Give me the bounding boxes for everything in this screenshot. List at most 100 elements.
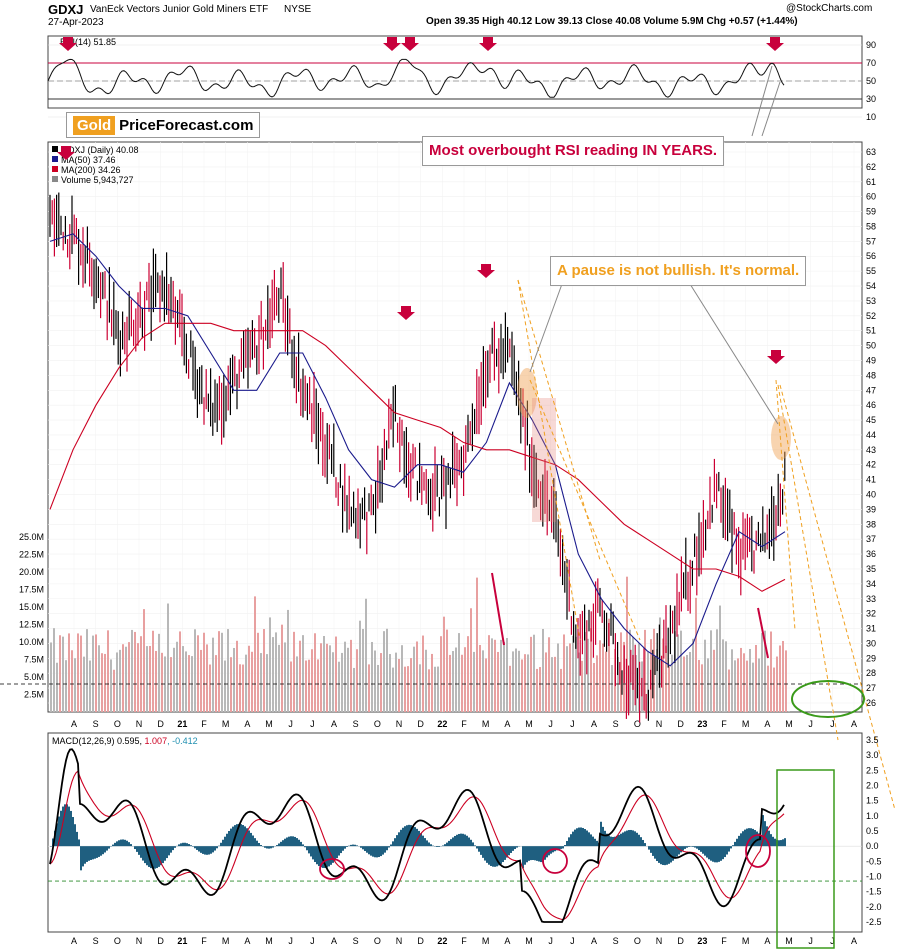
macd-histogram-bar: [338, 846, 340, 856]
volume-bar: [740, 647, 742, 712]
macd-histogram-bar: [740, 833, 742, 847]
volume-bar: [359, 620, 361, 712]
legend-swatch: [52, 156, 58, 162]
macd-histogram-bar: [168, 846, 170, 856]
macd-histogram-bar: [718, 846, 720, 862]
price-month-label: A: [851, 719, 857, 729]
macd-histogram-bar: [436, 846, 438, 847]
macd-histogram-bar: [160, 846, 162, 866]
macd-histogram-bar: [318, 846, 320, 867]
macd-histogram-bar: [372, 846, 374, 857]
projection-line: [779, 384, 896, 811]
macd-histogram-bar: [782, 839, 784, 847]
macd-histogram-bar: [432, 845, 434, 847]
macd-histogram-bar: [608, 835, 610, 847]
price-tick-label: 30: [866, 638, 876, 648]
macd-histogram-bar: [278, 843, 280, 847]
volume-bar: [587, 638, 589, 712]
macd-histogram-bar: [282, 840, 284, 847]
volume-bar: [473, 651, 475, 712]
macd-histogram-bar: [216, 846, 218, 849]
macd-histogram-bar: [74, 824, 76, 847]
macd-histogram-bar: [242, 825, 244, 847]
price-tick-label: 42: [866, 460, 876, 470]
volume-bar: [74, 658, 76, 712]
volume-bar: [365, 598, 367, 712]
target-circle: [791, 680, 865, 718]
price-tick-label: 52: [866, 311, 876, 321]
volume-bar: [593, 663, 595, 712]
volume-bar: [488, 635, 490, 712]
macd-histogram-bar: [682, 846, 684, 851]
price-month-label: A: [764, 719, 770, 729]
macd-month-label: O: [634, 936, 641, 946]
volume-bar: [416, 641, 418, 712]
macd-histogram-bar: [210, 846, 212, 854]
macd-tick-label: -2.0: [866, 902, 882, 912]
volume-bar: [755, 644, 757, 712]
volume-bar: [464, 647, 466, 712]
macd-month-label: M: [525, 936, 533, 946]
macd-histogram-bar: [290, 836, 292, 847]
volume-bar: [227, 629, 229, 712]
macd-histogram-bar: [138, 846, 140, 855]
macd-panel-frame: [47, 732, 863, 933]
macd-month-label: A: [504, 936, 510, 946]
volume-bar: [551, 657, 553, 712]
price-tick-label: 57: [866, 236, 876, 246]
volume-bar: [194, 629, 196, 712]
macd-histogram-bar: [676, 846, 678, 857]
volume-bar: [575, 636, 577, 712]
macd-histogram-bar: [306, 846, 308, 851]
volume-bar: [617, 657, 619, 712]
macd-histogram-bar: [388, 846, 390, 848]
macd-tick-label: -1.5: [866, 887, 882, 897]
volume-bar: [230, 657, 232, 712]
volume-bar: [773, 667, 775, 712]
volume-bar: [281, 624, 283, 712]
volume-bar: [497, 651, 499, 712]
volume-bar: [785, 650, 787, 712]
macd-histogram-bar: [630, 829, 632, 847]
rsi-label: RSI(14) 51.85: [60, 37, 116, 47]
volume-bar: [509, 665, 511, 712]
macd-histogram-bar: [674, 846, 676, 859]
price-month-label: O: [114, 719, 121, 729]
price-month-label: A: [331, 719, 337, 729]
volume-tick-label: 15.0M: [19, 602, 44, 612]
macd-histogram-bar: [704, 846, 706, 856]
macd-histogram-bar: [638, 834, 640, 847]
volume-bar: [107, 630, 109, 712]
volume-bar: [719, 605, 721, 712]
price-month-label: D: [677, 719, 684, 729]
price-month-label: J: [288, 719, 293, 729]
volume-bar: [452, 651, 454, 712]
volume-bar: [695, 597, 697, 712]
volume-bar: [629, 629, 631, 712]
macd-histogram-bar: [692, 846, 694, 847]
price-month-label: S: [93, 719, 99, 729]
pause-callout-pointer: [689, 283, 779, 425]
macd-histogram-bar: [658, 846, 660, 863]
volume-bar: [95, 634, 97, 712]
pause-annotation: A pause is not bullish. It's normal.: [550, 256, 807, 286]
macd-month-label: S: [613, 936, 619, 946]
macd-histogram-bar: [694, 846, 696, 848]
macd-histogram-bar: [492, 846, 494, 867]
macd-histogram-bar: [194, 846, 196, 849]
volume-bar: [704, 639, 706, 712]
macd-histogram-bar: [628, 830, 630, 847]
macd-histogram-bar: [594, 838, 596, 847]
macd-histogram-bar: [584, 829, 586, 847]
rsi-tick-label: 70: [866, 58, 876, 68]
macd-histogram-bar: [384, 846, 386, 853]
macd-histogram-bar: [280, 841, 282, 847]
macd-histogram-bar: [652, 846, 654, 856]
macd-histogram-bar: [366, 846, 368, 853]
macd-histogram-bar: [302, 844, 304, 847]
macd-histogram-bar: [196, 846, 198, 850]
macd-histogram-bar: [710, 846, 712, 861]
volume-bar: [212, 637, 214, 712]
macd-histogram-bar: [310, 846, 312, 857]
price-month-label: J: [310, 719, 315, 729]
